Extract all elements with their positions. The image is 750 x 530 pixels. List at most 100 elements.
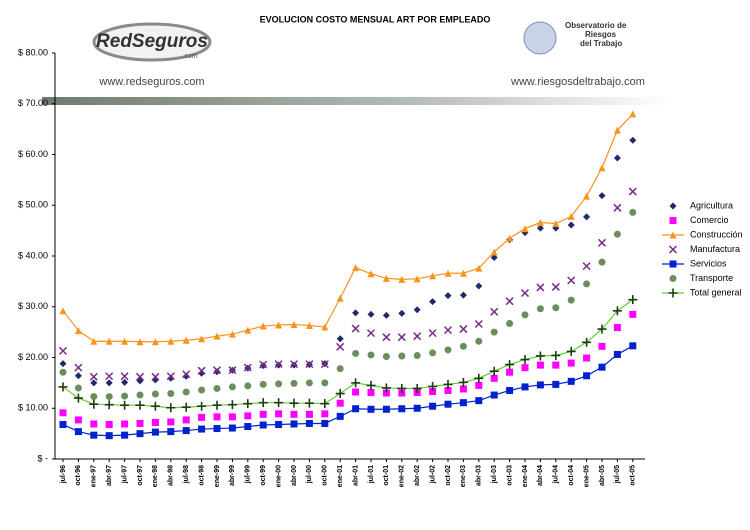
marker	[367, 405, 375, 413]
marker	[536, 224, 544, 232]
x-tick-label: abr-00	[291, 465, 298, 486]
y-tick-label: $ 80.00	[18, 47, 48, 57]
marker	[628, 187, 637, 196]
marker	[167, 418, 175, 426]
x-tick-label: jul-99	[245, 465, 252, 484]
x-tick-label: abr-97	[106, 465, 113, 486]
marker	[213, 425, 221, 433]
marker	[105, 337, 113, 345]
marker	[613, 230, 621, 238]
marker	[506, 234, 514, 242]
marker	[290, 420, 298, 428]
marker	[413, 306, 421, 314]
marker	[228, 424, 236, 432]
marker	[182, 427, 190, 435]
marker	[429, 272, 437, 280]
marker	[429, 402, 437, 410]
logo-text: Observatorio de	[565, 21, 627, 30]
marker	[567, 212, 575, 220]
marker	[613, 126, 621, 134]
x-tick-label: ene-97	[91, 465, 98, 487]
marker	[520, 355, 530, 365]
x-tick-label: jul-02	[429, 465, 436, 484]
marker	[351, 324, 360, 333]
marker	[289, 360, 299, 369]
marker	[367, 351, 375, 359]
marker	[567, 377, 575, 385]
marker	[136, 338, 144, 346]
legend-label: Manufactura	[690, 244, 740, 254]
marker	[520, 289, 530, 298]
y-tick-label: $ 60.00	[18, 149, 48, 159]
marker	[198, 335, 206, 343]
x-tick-label: ene-02	[399, 465, 406, 487]
marker	[398, 275, 406, 283]
x-tick-label: ene-98	[152, 465, 159, 487]
marker	[244, 326, 252, 334]
marker	[336, 365, 344, 373]
y-tick-label: $ 50.00	[18, 200, 48, 210]
marker	[582, 262, 591, 271]
marker	[552, 361, 560, 369]
x-tick-label: jul-96	[60, 465, 67, 484]
series-line	[62, 345, 634, 437]
x-tick-label: jul-00	[306, 465, 313, 484]
marker	[105, 379, 113, 387]
marker	[213, 368, 221, 376]
x-tick-label: abr-04	[537, 465, 544, 486]
x-tick-label: ene-04	[522, 465, 529, 487]
marker	[258, 398, 268, 408]
marker	[382, 405, 390, 413]
marker	[320, 399, 330, 409]
chart-title: EVOLUCION COSTO MENSUAL ART POR EMPLEADO	[260, 14, 491, 24]
marker	[151, 390, 159, 398]
marker	[197, 366, 206, 375]
marker	[613, 350, 621, 358]
marker	[613, 154, 621, 162]
marker	[321, 410, 329, 418]
marker	[490, 248, 498, 256]
marker	[105, 393, 113, 401]
marker	[90, 379, 98, 387]
marker	[243, 363, 252, 372]
logo-redseguros	[92, 22, 212, 62]
marker	[74, 327, 82, 335]
logo-text: del Trabajo	[580, 39, 622, 48]
marker	[182, 336, 190, 344]
marker	[105, 372, 114, 381]
x-tick-label: ene-01	[337, 465, 344, 487]
marker	[336, 342, 345, 351]
marker	[429, 388, 437, 396]
marker	[583, 372, 591, 380]
marker	[212, 366, 222, 375]
marker	[444, 292, 452, 300]
marker	[166, 403, 176, 413]
x-tick-label: oct-97	[137, 465, 144, 486]
marker	[275, 321, 283, 329]
marker	[290, 410, 298, 418]
marker	[490, 391, 498, 399]
marker	[429, 298, 437, 306]
marker	[598, 192, 606, 200]
marker	[668, 288, 678, 298]
marker	[90, 431, 98, 439]
marker	[583, 192, 591, 200]
marker	[197, 401, 207, 411]
marker	[135, 372, 145, 381]
marker	[59, 360, 67, 368]
x-tick-label: oct-00	[322, 465, 329, 486]
marker	[259, 410, 267, 418]
marker	[167, 374, 175, 382]
x-tick-label: abr-03	[476, 465, 483, 486]
marker	[552, 220, 560, 228]
marker	[89, 399, 99, 409]
x-tick-label: ene-03	[460, 465, 467, 487]
marker	[305, 360, 314, 369]
marker	[74, 416, 82, 424]
x-tick-label: oct-02	[445, 465, 452, 486]
marker	[459, 399, 467, 407]
marker	[59, 307, 67, 315]
y-tick-label: $ 70.00	[18, 98, 48, 108]
x-tick-label: jul-04	[553, 465, 560, 484]
